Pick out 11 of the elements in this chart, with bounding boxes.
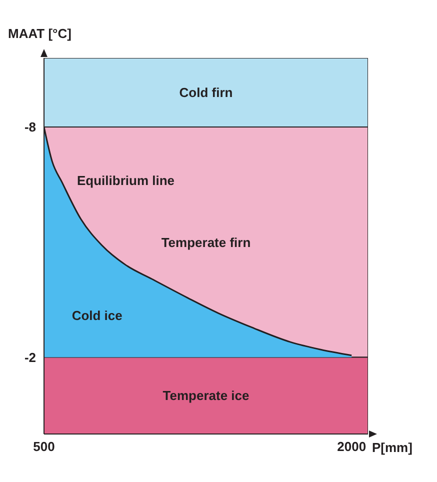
y-axis-title: MAAT [°C]	[8, 26, 72, 41]
x-tick-label: 500	[33, 439, 55, 454]
x-axis-title: P[mm]	[372, 440, 412, 455]
band-label: Temperate ice	[162, 388, 250, 404]
y-tick-label: -8	[24, 120, 36, 135]
series-label: Cold ice	[72, 308, 122, 324]
annotation: Equilibrium line	[77, 173, 175, 188]
x-tick-label: 2000	[337, 439, 366, 454]
y-tick-label: -2	[24, 350, 36, 365]
band-label: Cold firn	[179, 85, 233, 100]
band-label: Temperate firn	[161, 234, 251, 250]
